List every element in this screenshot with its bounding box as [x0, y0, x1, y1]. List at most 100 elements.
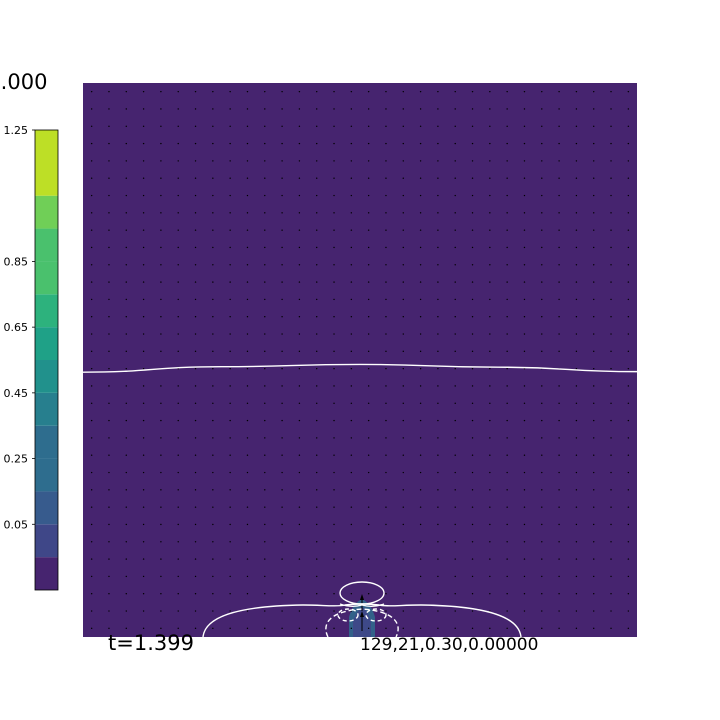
quiver-arrow: [142, 489, 145, 491]
quiver-arrow: [316, 385, 318, 387]
quiver-arrow: [246, 610, 249, 612]
quiver-arrow: [333, 316, 335, 318]
quiver-arrow: [627, 264, 630, 266]
quiver-arrow: [142, 316, 145, 318]
quiver-arrow: [506, 454, 508, 456]
quiver-arrow: [558, 194, 560, 197]
quiver-arrow: [385, 489, 387, 491]
quiver-arrow: [142, 367, 145, 370]
quiver-arrow: [229, 350, 231, 353]
quiver-arrow: [506, 489, 508, 491]
quiver-arrow: [229, 471, 231, 474]
quiver-arrow: [246, 385, 249, 387]
quiver-arrow: [367, 489, 370, 491]
quiver-arrow: [212, 419, 214, 422]
quiver-arrow: [229, 489, 231, 491]
quiver-arrow: [281, 489, 283, 491]
quiver-arrow: [316, 264, 318, 266]
quiver-arrow: [194, 506, 197, 508]
quiver-arrow: [523, 246, 526, 249]
dashed-vortex-right: [365, 608, 387, 622]
quiver-arrow: [281, 212, 283, 214]
quiver-arrow: [229, 610, 231, 612]
quiver-arrow: [419, 385, 422, 387]
quiver-arrow: [194, 558, 197, 560]
quiver-arrow: [367, 558, 370, 560]
quiver-arrow: [333, 264, 335, 266]
quiver-arrow: [194, 454, 197, 456]
quiver-arrow: [298, 142, 301, 145]
quiver-arrow: [90, 454, 93, 456]
quiver-arrow: [194, 489, 197, 491]
quiver-arrow: [212, 627, 214, 630]
quiver-arrow: [471, 454, 474, 456]
quiver-arrow: [298, 489, 301, 491]
quiver-arrow: [367, 142, 370, 145]
quiver-arrow: [627, 142, 630, 145]
quiver-arrow: [316, 350, 318, 353]
quiver-arrow: [333, 402, 335, 404]
quiver-arrow: [281, 246, 283, 249]
quiver-arrow: [298, 506, 301, 508]
quiver-arrow: [367, 229, 370, 231]
quiver-arrow: [350, 489, 353, 491]
quiver-arrow: [333, 610, 335, 612]
quiver-arrow: [437, 298, 439, 301]
quiver-arrow: [627, 610, 630, 612]
quiver-arrow: [160, 385, 162, 387]
quiver-arrow: [229, 437, 231, 439]
quiver-arrow: [90, 610, 93, 612]
quiver-arrow: [246, 177, 249, 179]
quiver-arrow: [541, 212, 543, 214]
quiver-arrow: [454, 367, 456, 370]
quiver-arrow: [246, 316, 249, 318]
quiver-arrow: [264, 281, 266, 283]
quiver-arrow: [489, 264, 491, 266]
quiver-arrow: [402, 246, 404, 249]
quiver-arrow: [108, 194, 110, 197]
quiver-arrow: [298, 160, 301, 162]
quiver-arrow: [264, 610, 266, 612]
quiver-arrow: [402, 367, 404, 370]
quiver-arrow: [575, 489, 578, 491]
quiver-arrow: [212, 125, 214, 127]
quiver-arrow: [437, 610, 439, 612]
quiver-arrow: [385, 316, 387, 318]
quiver-arrow: [402, 523, 404, 526]
quiver-arrow: [194, 90, 197, 93]
quiver-arrow: [471, 437, 474, 439]
dashed-vortex-left: [337, 608, 359, 622]
quiver-arrow: [194, 541, 197, 543]
quiver-arrow: [419, 506, 422, 508]
quiver-arrow: [523, 281, 526, 283]
quiver-arrow: [281, 142, 283, 145]
quiver-arrow: [523, 437, 526, 439]
quiver-arrow: [627, 454, 630, 456]
quiver-arrow: [350, 125, 353, 127]
quiver-arrow: [558, 558, 560, 560]
quiver-arrow: [177, 419, 179, 422]
quiver-arrow: [316, 177, 318, 179]
vertical-arrows: [360, 594, 364, 631]
quiver-arrow: [298, 281, 301, 283]
quiver-arrow: [177, 212, 179, 214]
quiver-arrow: [593, 523, 595, 526]
quiver-arrow: [264, 489, 266, 491]
quiver-arrow: [471, 333, 474, 335]
quiver-arrow: [160, 333, 162, 335]
quiver-arrow: [558, 402, 560, 404]
quiver-arrow: [367, 385, 370, 387]
quiver-arrow: [212, 523, 214, 526]
quiver-arrow: [229, 177, 231, 179]
quiver-arrow: [575, 298, 578, 301]
colorbar-band: [35, 458, 58, 492]
quiver-arrow: [177, 489, 179, 491]
quiver-arrow: [229, 385, 231, 387]
quiver-arrow: [316, 575, 318, 578]
quiver-arrow: [575, 125, 578, 127]
quiver-arrow: [212, 229, 214, 231]
quiver-arrow: [298, 610, 301, 612]
quiver-arrow: [142, 523, 145, 526]
quiver-arrow: [367, 471, 370, 474]
quiver-arrow: [142, 575, 145, 578]
